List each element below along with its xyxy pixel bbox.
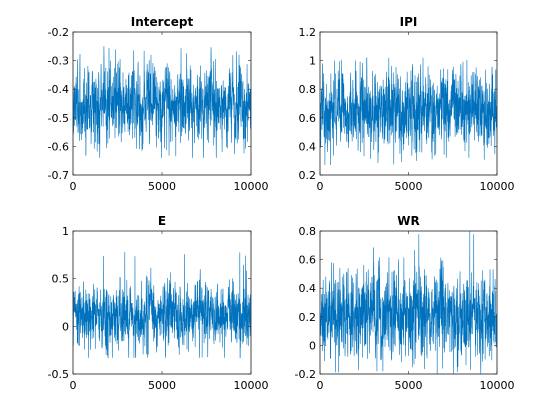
y-tick-label: 0 — [309, 339, 316, 352]
subplot-title: Intercept — [131, 15, 194, 29]
y-tick-label: 0.4 — [299, 140, 317, 153]
x-tick-label: 10000 — [234, 180, 269, 193]
x-tick-label: 5000 — [395, 180, 423, 193]
y-tick-label: -0.4 — [48, 83, 69, 96]
x-tick-label: 5000 — [395, 379, 423, 392]
y-tick-label: -0.6 — [48, 140, 69, 153]
plot-area — [72, 230, 252, 375]
trace-line-wr — [320, 231, 497, 374]
x-tick-label: 0 — [317, 180, 324, 193]
subplot-intercept: 0 5000 10000 -0.7 -0.6 -0.5 -0.4 -0.3 -0.2 Interc… — [48, 15, 269, 193]
y-tick-label: 0.5 — [52, 273, 70, 286]
y-tick-label: -0.7 — [48, 169, 69, 182]
y-tick-label: -0.5 — [48, 368, 69, 381]
y-tick-label: 1.2 — [299, 26, 317, 39]
y-tick-label: 1 — [309, 55, 316, 68]
y-tick-label: 0.2 — [299, 311, 317, 324]
y-tick-label: 0.8 — [299, 83, 317, 96]
y-tick-label: 0.8 — [299, 225, 317, 238]
x-tick-label: 10000 — [234, 379, 269, 392]
y-tick-label: -0.5 — [48, 112, 69, 125]
trace-line-intercept — [73, 46, 251, 158]
x-tick-label: 0 — [317, 379, 324, 392]
y-tick-label: 0.4 — [299, 282, 317, 295]
x-tick-label: 5000 — [148, 180, 176, 193]
x-tick-label: 0 — [70, 379, 77, 392]
x-tick-label: 10000 — [480, 379, 515, 392]
subplot-title: E — [158, 214, 166, 228]
trace-line-e — [73, 252, 251, 359]
y-tick-label: -0.2 — [295, 368, 316, 381]
y-tick-label: 0.2 — [299, 169, 317, 182]
x-tick-label: 5000 — [148, 379, 176, 392]
subplot-title: WR — [397, 214, 419, 228]
x-tick-label: 0 — [70, 180, 77, 193]
y-tick-label: 0.6 — [299, 254, 317, 267]
subplot-wr: 0 5000 10000-0.200.20.40.60.8WR — [295, 214, 515, 392]
y-tick-label: 0 — [62, 320, 69, 333]
subplot-title: IPI — [400, 15, 418, 29]
y-tick-label: 1 — [62, 225, 69, 238]
trace-line-ipi — [320, 57, 497, 165]
y-tick-label: 0.6 — [299, 112, 317, 125]
x-tick-label: 10000 — [480, 180, 515, 193]
y-tick-label: -0.2 — [48, 26, 69, 39]
y-tick-label: -0.3 — [48, 55, 69, 68]
subplot-ipi: 0 5000 10000 0.2 0.4 0.6 0.8 1 1.2 IPI — [299, 15, 515, 193]
subplot-e: 0 5000 10000-0.500.51E — [48, 214, 269, 392]
